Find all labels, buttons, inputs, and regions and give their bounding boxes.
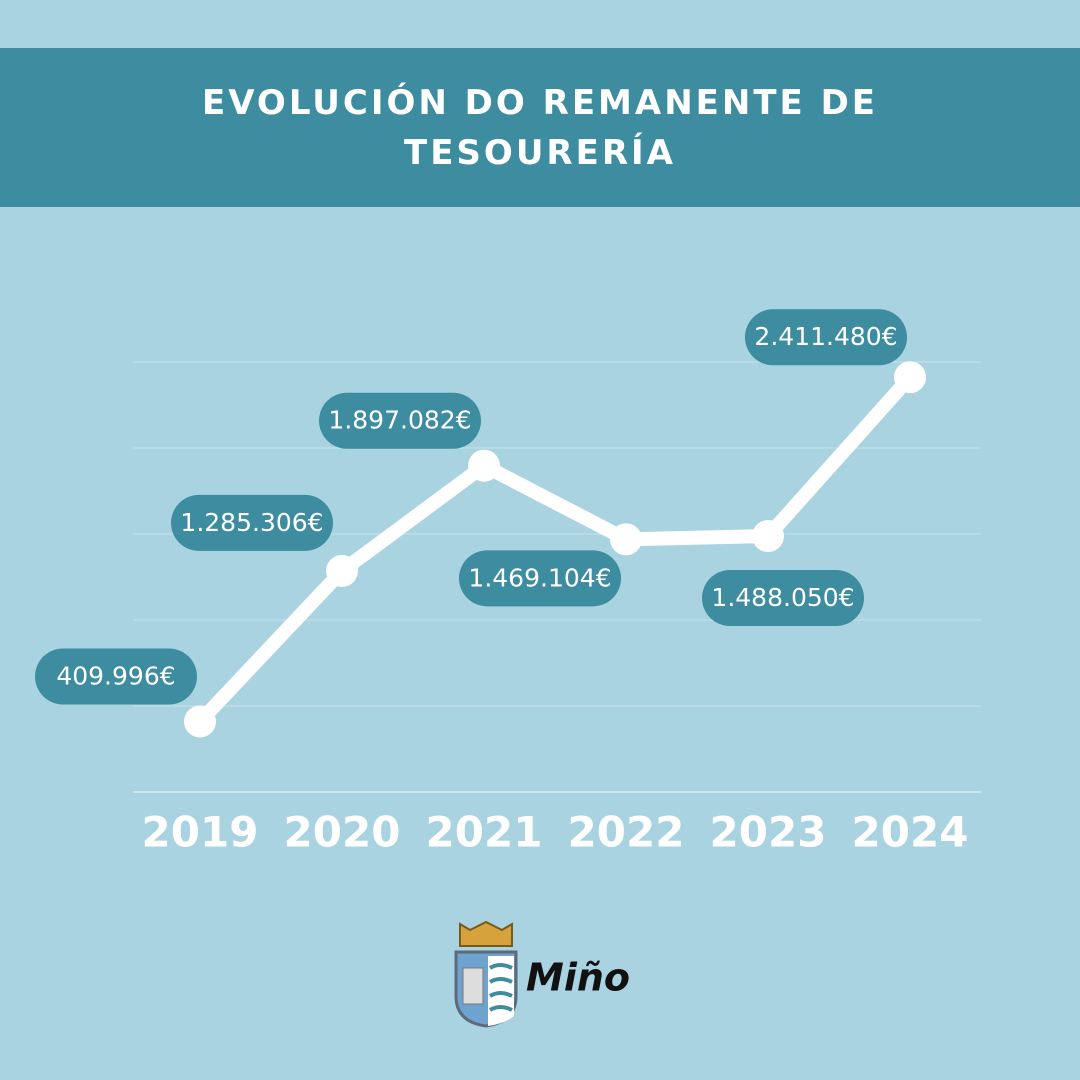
value-label: 409.996€ [56,661,175,690]
line [194,372,916,727]
point [184,705,216,738]
point [610,523,642,556]
value-label: 2.411.480€ [754,322,897,351]
point [326,554,358,587]
value-label: 1.897.082€ [328,406,471,435]
value-label: 1.469.104€ [468,563,611,592]
logo-text: Miño [526,956,630,1000]
point [752,520,784,553]
logo-shield [454,920,518,1028]
value-label-bg [702,570,864,627]
value-label-bg [319,392,481,449]
title-bar: EVOLUCIÓN DO REMANENTE DE TESOURERÍA [0,48,1080,207]
value-label: 1.488.050€ [711,583,854,612]
x-tick-label: 2019 [142,808,259,857]
x-tick-label: 2023 [710,808,827,857]
x-tick-label: 2022 [568,808,685,857]
value-label-bg [171,494,333,551]
value-label: 1.285.306€ [180,508,323,537]
x-tick-label: 2020 [284,808,401,857]
value-label-bg [745,309,907,366]
chart-title: EVOLUCIÓN DO REMANENTE DE TESOURERÍA [201,82,879,173]
point [468,449,500,482]
x-tick-label: 2021 [426,808,543,857]
x-tick-label: 2024 [852,808,969,857]
point [894,361,926,394]
value-label-bg [459,550,621,607]
value-label-bg [35,648,197,705]
